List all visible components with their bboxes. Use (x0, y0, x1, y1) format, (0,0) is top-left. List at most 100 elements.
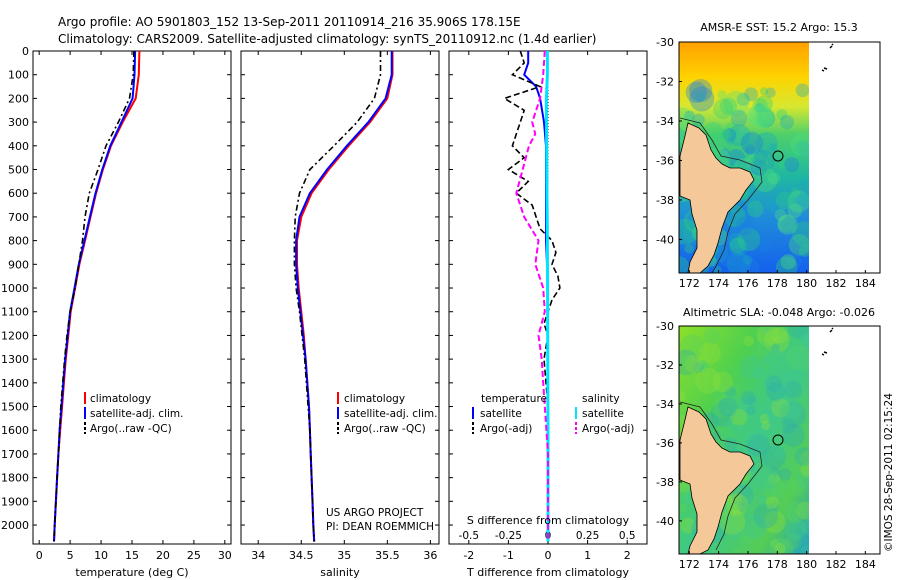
map-blob (737, 160, 746, 169)
map-blob (746, 186, 757, 198)
map-blob (730, 109, 748, 127)
x-tick-label: 34 (251, 549, 265, 562)
legend-label-s-satellite: satellite (582, 408, 624, 420)
map-blob (691, 113, 705, 127)
map-blob (739, 355, 764, 380)
salinity-ticks: 34 34.5 35 35.5 36 (241, 50, 439, 562)
map-blob (794, 469, 809, 489)
x-tick-label: 15 (125, 549, 139, 562)
map-blob (757, 109, 776, 128)
series-climatology (53, 50, 141, 542)
map-blob (726, 137, 735, 146)
map-blob (742, 254, 753, 265)
map-blob (731, 484, 754, 507)
y-tick-label: 1400 (1, 377, 29, 390)
map-blob (777, 215, 796, 233)
legend-title-temperature: temperature (481, 393, 547, 405)
lon-tick-label: 182 (825, 277, 846, 290)
legend-label-satellite: satellite-adj. clim. (90, 408, 183, 420)
x-tick-label: 5 (67, 549, 74, 562)
map-blob (740, 258, 760, 273)
lat-tick-label: -34 (656, 115, 674, 128)
new-zealand-land (679, 406, 755, 555)
imos-credit: ©IMOS 28-Sep-2011 02:15:24 (883, 393, 895, 552)
map-blob (719, 97, 738, 115)
map-blob (723, 90, 749, 117)
series-s-satellite (544, 51, 550, 542)
map-blob (757, 495, 768, 506)
map-blob (782, 424, 805, 447)
lat-tick-label: -32 (656, 359, 674, 372)
map-blob (771, 538, 794, 554)
new-zealand-land (679, 122, 755, 274)
y-tick-label: 1800 (1, 472, 29, 485)
lon-tick-label: 176 (737, 277, 758, 290)
x-tick-label: 10 (94, 549, 108, 562)
y-tick-label: 1200 (1, 329, 29, 342)
lon-tick-label: 176 (737, 558, 758, 571)
map-blob (796, 537, 809, 554)
map-blob (765, 496, 779, 510)
sla-map (679, 326, 834, 555)
map-blob (787, 203, 803, 219)
temperature-series (53, 50, 141, 542)
map-blob (679, 504, 687, 513)
map-blob (793, 326, 809, 340)
map-blob (719, 128, 733, 142)
map-blob (735, 217, 754, 236)
legend-label-t-argo: Argo(-adj) (480, 423, 532, 435)
y-tick-label: 0 (22, 45, 29, 58)
map-blob (726, 493, 749, 516)
map-blob (800, 451, 809, 466)
map-blob (761, 445, 786, 470)
x-tick-label: 35 (337, 549, 351, 562)
difference-ticks: -2 -1 0 1 2-0.5 -0.25 0 0.25 0.5 (449, 50, 647, 562)
map-blob (702, 121, 725, 144)
legend-label-t-satellite: satellite (480, 408, 522, 420)
map-blob (724, 122, 740, 138)
map-blob (720, 148, 730, 158)
map-blob (679, 107, 693, 129)
map-blob (729, 237, 748, 257)
map-blob (768, 143, 778, 152)
sla-map-title: Altimetric SLA: -0.048 Argo: -0.026 (683, 306, 875, 319)
map-blob (766, 410, 777, 421)
map-blob (763, 367, 789, 394)
lat-tick-label: -38 (656, 194, 674, 207)
map-blob (775, 256, 798, 273)
map-blob (740, 131, 764, 155)
y-tick-label: 500 (8, 164, 29, 177)
map-blob (710, 402, 735, 427)
map-blob (763, 511, 786, 534)
map-blob (786, 344, 809, 371)
lon-tick-label: 178 (767, 558, 788, 571)
map-blob (755, 132, 778, 155)
map-blob (722, 128, 737, 142)
sla-contour (679, 401, 763, 551)
series-t-argo-adj- (502, 50, 561, 542)
y-tick-label: 1100 (1, 306, 29, 319)
map-blob (766, 381, 786, 402)
x-tick-label-s: 0.5 (619, 530, 636, 542)
map-blob (762, 478, 786, 502)
difference-xlabel: T difference from climatology (466, 566, 629, 579)
map-blob (724, 386, 737, 399)
map-blob (778, 467, 792, 481)
legend-title-salinity: salinity (582, 393, 620, 405)
argo-float-marker (772, 150, 784, 162)
map-blob (744, 144, 756, 155)
map-blob (754, 150, 768, 164)
map-blob (762, 378, 773, 388)
legend-label-satellite: satellite-adj. clim. (344, 408, 437, 420)
salinity-legend: climatology satellite-adj. clim. Argo(..… (337, 392, 437, 435)
map-blob (778, 159, 789, 169)
map-blob (792, 221, 809, 247)
map-blob (756, 326, 780, 347)
y-tick-label: 600 (8, 187, 29, 200)
map-blob (770, 502, 780, 511)
x-tick-label: 36 (423, 549, 437, 562)
difference-xlabel-top: S difference from climatology (467, 514, 630, 527)
y-tick-label: 1500 (1, 401, 29, 414)
map-blob (764, 327, 790, 353)
map-blob (679, 256, 690, 273)
